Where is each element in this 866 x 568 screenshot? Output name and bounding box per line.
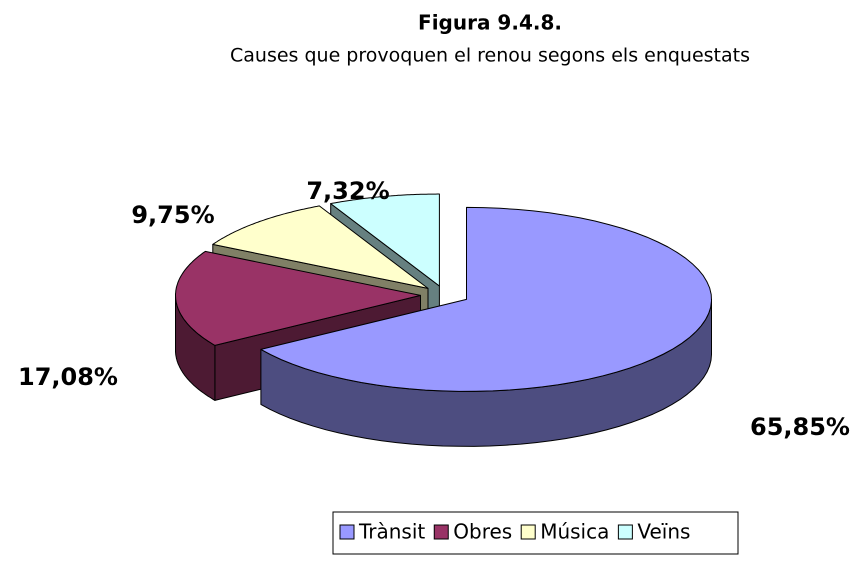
legend-swatch: [433, 524, 449, 540]
slice-top: [330, 193, 440, 287]
legend-label: Música: [540, 520, 609, 544]
legend-swatch: [339, 524, 355, 540]
legend-label: Trànsit: [358, 520, 425, 544]
chart-title: Figura 9.4.8.: [418, 11, 562, 35]
data-label: 65,85%: [750, 413, 850, 441]
data-label: 7,32%: [306, 177, 389, 205]
data-label: 17,08%: [18, 363, 118, 391]
legend-swatch: [520, 524, 536, 540]
slice-top: [212, 205, 429, 289]
slice-top: [175, 250, 421, 346]
pie: [175, 193, 712, 447]
legend-swatch: [617, 524, 633, 540]
legend-label: Obres: [453, 520, 512, 544]
data-label: 9,75%: [131, 201, 214, 229]
slice-top: [260, 206, 712, 392]
chart-subtitle: Causes que provoquen el renou segons els…: [230, 45, 750, 67]
legend-label: Veïns: [637, 520, 690, 544]
